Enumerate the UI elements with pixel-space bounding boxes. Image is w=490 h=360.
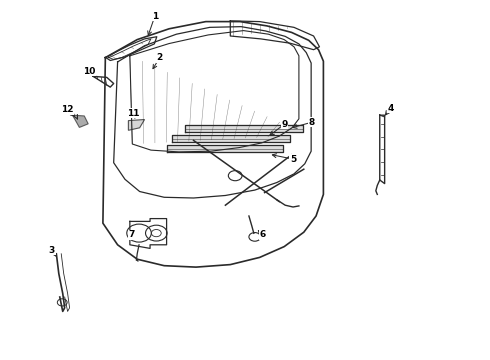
Text: 8: 8	[308, 118, 314, 127]
Text: 9: 9	[281, 120, 288, 129]
Text: 6: 6	[259, 230, 265, 239]
Polygon shape	[167, 145, 283, 152]
Text: 12: 12	[61, 105, 74, 114]
Text: 3: 3	[49, 246, 55, 255]
Polygon shape	[73, 115, 88, 127]
Text: 11: 11	[127, 109, 140, 118]
Text: 1: 1	[152, 12, 158, 21]
Text: 4: 4	[387, 104, 394, 113]
Polygon shape	[172, 135, 290, 142]
Text: 2: 2	[157, 53, 163, 62]
Text: 7: 7	[128, 230, 135, 239]
Polygon shape	[128, 120, 145, 130]
Text: 5: 5	[290, 155, 296, 163]
Text: 10: 10	[83, 67, 96, 76]
Polygon shape	[185, 125, 303, 132]
